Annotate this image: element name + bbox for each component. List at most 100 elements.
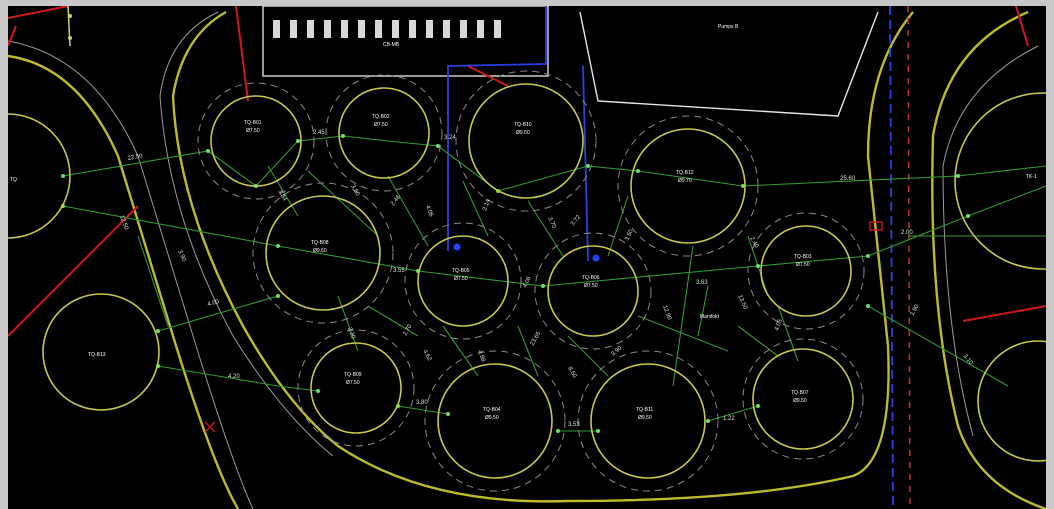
dimension-label: 2.70	[403, 323, 414, 337]
dimension-label: 1.22	[723, 416, 735, 422]
dimension-label: 12.50	[118, 215, 129, 232]
tank-edge-right-lower[interactable]	[977, 340, 1046, 462]
valve-marker-1[interactable]	[869, 221, 883, 231]
boundary-wall-tank-farm	[171, 10, 914, 503]
building-left-windows	[273, 20, 501, 38]
building-outline-left[interactable]	[262, 6, 549, 77]
boundary-line-tank-farm-inner	[159, 11, 334, 457]
dimension-label: 3.53	[568, 422, 580, 428]
boundary-wall-left	[8, 54, 240, 509]
tank-edge-left[interactable]	[8, 113, 71, 239]
dimension-label: 3.50	[624, 228, 635, 242]
tank-spec: Ø7.50	[584, 283, 598, 289]
tank-tag: TQ-B03	[794, 254, 812, 260]
dimension-label: 2.30	[346, 327, 356, 341]
site-plan-svg[interactable]: CB-MB Pumps B	[8, 6, 1046, 509]
dimension-label: 2.00	[901, 230, 913, 236]
tank-tag: TQ-B13	[88, 352, 106, 358]
tank-b07[interactable]: TQ-B07 Ø9.50	[742, 338, 864, 460]
pipe-network[interactable]	[62, 135, 1046, 432]
tank-spec: Ø7.50	[796, 262, 810, 268]
manifold-label: Manifold	[700, 314, 719, 320]
yellow-short-line	[67, 6, 71, 47]
boundary-line-left-inner	[8, 40, 254, 509]
boundary-wall-right	[931, 10, 1046, 509]
tank-edge-right[interactable]	[954, 92, 1046, 270]
tank-tag: TQ-B12	[676, 170, 694, 176]
tank-spec: Ø9.50	[638, 415, 652, 421]
dimension-label: 12.90	[661, 305, 672, 322]
dimension-label: 4.06	[522, 275, 533, 289]
dimension-label: 3.80	[416, 400, 428, 406]
dimension-label: 3.72	[570, 214, 583, 227]
tank-spec: Ø9.70	[678, 178, 692, 184]
dimension-label: 4.05	[774, 318, 784, 332]
building-outline-right[interactable]	[579, 11, 879, 117]
building-right-label: Pumps B	[718, 24, 739, 30]
cad-drawing-canvas[interactable]: CB-MB Pumps B	[8, 6, 1046, 509]
tank-b06[interactable]: TQ-B06 Ø7.50	[534, 232, 652, 350]
tank-tag: TQ-B07	[791, 390, 809, 396]
dimension-labels: 22.50 2.45 3.24 25.60 12.50 3.84 3.50 2.…	[118, 130, 974, 428]
tank-b04[interactable]: TQ-B04 Ø9.50	[424, 350, 566, 492]
tank-spec: Ø7.50	[374, 122, 388, 128]
dimension-label: 3.90	[176, 249, 187, 263]
dimension-label: 13.50	[736, 294, 748, 311]
tank-tag: TQ-B08	[311, 240, 329, 246]
tank-tag: TQ-B11	[636, 407, 653, 413]
blue-pipelines[interactable]	[447, 6, 894, 509]
tank-b13[interactable]: TQ-B13	[42, 293, 160, 411]
valve-marker-2[interactable]	[204, 421, 216, 433]
tank-b01[interactable]: TQ-B01 Ø7.50	[197, 82, 315, 200]
dimension-label: 25.60	[840, 176, 856, 182]
pipe-nodes	[61, 134, 970, 433]
boundary-line-right-inner	[942, 45, 1039, 437]
tank-spec: Ø7.50	[346, 380, 360, 386]
tank-spec: Ø9.50	[516, 130, 530, 136]
tank-b08[interactable]: TQ-B08 Ø9.50	[252, 182, 394, 324]
dimension-label: 2.45	[313, 130, 325, 136]
tank-tag: TQ-B01	[244, 120, 262, 126]
dimension-label: 3.50	[349, 184, 360, 198]
dimension-label: 3.24	[444, 135, 456, 141]
dimension-label: 3.55	[393, 268, 405, 274]
tank-spec: Ø9.50	[313, 248, 327, 254]
tank-spec: Ø7.50	[246, 128, 260, 134]
tank-b10[interactable]: TQ-B10 Ø9.50	[455, 70, 597, 212]
dimension-label: 4.06	[424, 205, 434, 219]
tank-b11[interactable]: TQ-B11 Ø9.50	[577, 350, 719, 492]
dimension-label: 3.84	[276, 189, 287, 203]
tank-spec: Ø7.50	[454, 276, 468, 282]
dimension-label: 23.65	[530, 330, 543, 347]
tank-spec: Ø9.50	[793, 398, 807, 404]
tank-b05[interactable]: TQ-B05 Ø7.50	[404, 222, 522, 340]
red-dashed-line	[907, 6, 911, 509]
dimension-label: 4.88	[476, 350, 486, 364]
dimension-label: 22.50	[127, 153, 143, 162]
dimension-label: 2.14	[482, 198, 492, 212]
dimension-label: 1.90	[910, 303, 921, 317]
small-markers-top-left	[68, 14, 72, 40]
tank-tag: TQ-B06	[582, 275, 600, 281]
edge-tank-label: TQ	[10, 177, 17, 183]
tank-b02[interactable]: TQ-B02 Ø7.50	[325, 74, 443, 192]
tank-spec: Ø9.50	[485, 415, 499, 421]
dimension-label: 4.20	[228, 374, 240, 380]
dimension-label: 4.00	[207, 299, 220, 308]
far-right-label: TK-1	[1026, 174, 1037, 180]
dimension-label: 2.40	[748, 236, 759, 250]
red-pipelines[interactable]	[8, 6, 1046, 337]
dimension-label: 2.46	[390, 194, 403, 207]
tank-b03[interactable]: TQ-B03 Ø7.50	[747, 212, 865, 330]
tank-tag: TQ-B10	[514, 122, 532, 128]
dimension-label: 4.62	[421, 349, 432, 363]
dimension-label: 3.70	[546, 216, 557, 230]
building-left-label: CB-MB	[383, 42, 400, 48]
tank-tag: TQ-B04	[483, 407, 501, 413]
tank-b09[interactable]: TQ-B09 Ø7.50	[297, 329, 415, 447]
tank-b12[interactable]: TQ-B12 Ø9.70	[617, 115, 759, 257]
tank-tag: TQ-B02	[372, 114, 390, 120]
tank-tag: TQ-B09	[344, 372, 362, 378]
dimension-label: 3.63	[696, 280, 708, 286]
